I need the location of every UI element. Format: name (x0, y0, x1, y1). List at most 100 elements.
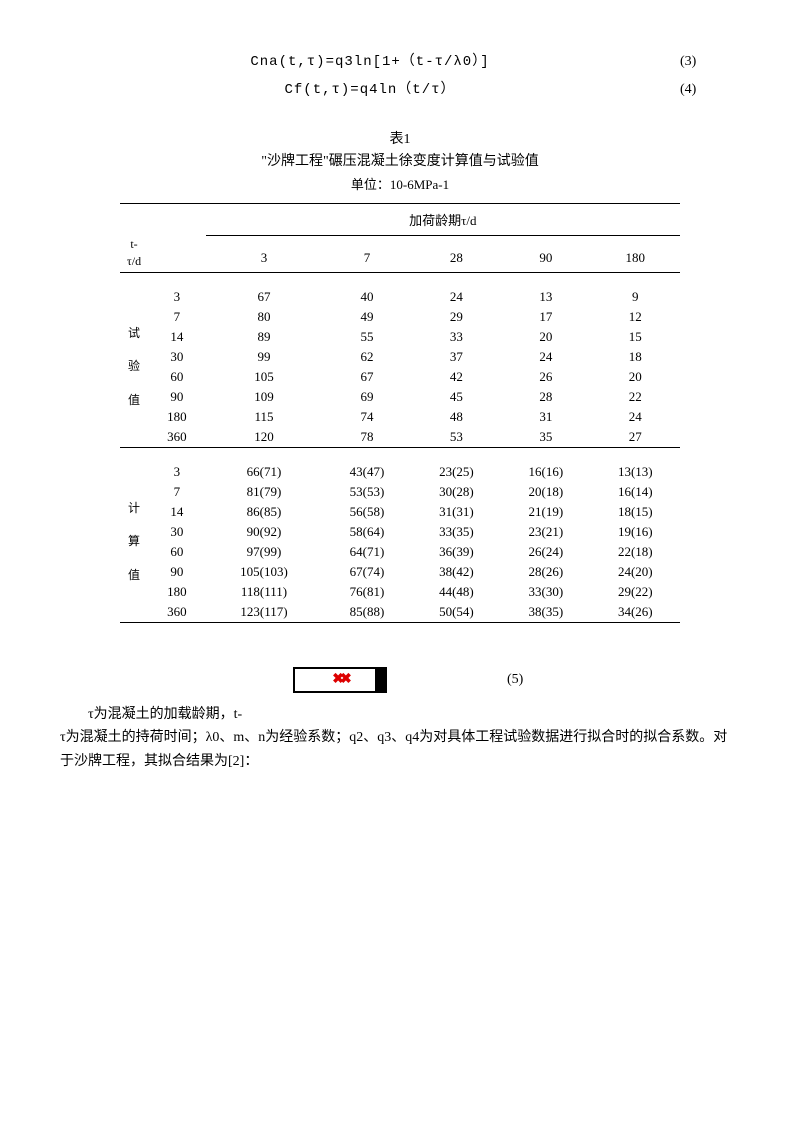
rule-between-groups (120, 447, 680, 462)
g2-t-7: 360 (148, 602, 206, 623)
g2-r7c0: 123(117) (206, 602, 323, 623)
g1-r1c0: 80 (206, 307, 323, 327)
g1-r0c4: 9 (591, 287, 680, 307)
g2-r1c1: 53(53) (322, 482, 411, 502)
g1-r7c3: 35 (501, 427, 590, 448)
g1-t-0: 3 (148, 287, 206, 307)
g1-r1c4: 12 (591, 307, 680, 327)
g2-r0c3: 16(16) (501, 462, 590, 482)
group1-char-2: 值 (128, 393, 140, 407)
equation-4-row: Cf(t,τ)=q4ln（t/τ） (4) (60, 78, 740, 98)
group2-char-2: 值 (128, 568, 140, 582)
g1-r7c1: 78 (322, 427, 411, 448)
g2-r2c1: 56(58) (322, 502, 411, 522)
g2-r6c3: 33(30) (501, 582, 590, 602)
g1-r5c1: 69 (322, 387, 411, 407)
g2-t-3: 30 (148, 522, 206, 542)
equation-3-row: Cna(t,τ)=q3ln[1+（t-τ/λ0）] (3) (60, 50, 740, 70)
g2-r5c1: 67(74) (322, 562, 411, 582)
g1-t-5: 90 (148, 387, 206, 407)
g1-r2c0: 89 (206, 327, 323, 347)
broken-image-border (375, 669, 385, 691)
table-title-block: 表1 "沙牌工程"碾压混凝土徐变度计算值与试验值 (60, 128, 740, 170)
g1-r7c0: 120 (206, 427, 323, 448)
g2-r4c3: 26(24) (501, 542, 590, 562)
g2-r6c2: 44(48) (412, 582, 501, 602)
equation-5-row: ✖✖ (5) (60, 667, 740, 693)
g2-r3c0: 90(92) (206, 522, 323, 542)
equation-3-formula: Cna(t,τ)=q3ln[1+（t-τ/λ0）] (60, 50, 680, 70)
g2-r7c3: 38(35) (501, 602, 590, 623)
g1-r4c2: 42 (412, 367, 501, 387)
g1-r7c2: 53 (412, 427, 501, 448)
rule-above-group1 (120, 272, 680, 287)
g2-r3c2: 33(35) (412, 522, 501, 542)
g1-r0c1: 40 (322, 287, 411, 307)
g1-r1c3: 17 (501, 307, 590, 327)
g1-r5c0: 109 (206, 387, 323, 407)
g1-r4c4: 20 (591, 367, 680, 387)
tau-col-180: 180 (591, 244, 680, 272)
g2-r7c1: 85(88) (322, 602, 411, 623)
para-line-2: τ为混凝土的持荷时间；λ0、m、n为经验系数；q2、q3、q4为对具体工程试验数… (60, 726, 740, 774)
equation-5-number: (5) (507, 672, 627, 688)
g2-r4c2: 36(39) (412, 542, 501, 562)
g2-r5c4: 24(20) (591, 562, 680, 582)
g1-r4c3: 26 (501, 367, 590, 387)
g2-r2c4: 18(15) (591, 502, 680, 522)
g1-r0c3: 13 (501, 287, 590, 307)
g1-r2c4: 15 (591, 327, 680, 347)
g2-r5c3: 28(26) (501, 562, 590, 582)
header-gap (206, 236, 680, 245)
g2-r7c4: 34(26) (591, 602, 680, 623)
g2-t-0: 3 (148, 462, 206, 482)
g1-r1c2: 29 (412, 307, 501, 327)
g2-r1c0: 81(79) (206, 482, 323, 502)
g1-r3c2: 37 (412, 347, 501, 367)
g1-r6c1: 74 (322, 407, 411, 427)
g2-r4c4: 22(18) (591, 542, 680, 562)
g2-r0c2: 23(25) (412, 462, 501, 482)
g1-r2c1: 55 (322, 327, 411, 347)
g2-r0c0: 66(71) (206, 462, 323, 482)
group2-char-1: 算 (128, 534, 140, 548)
g2-r0c1: 43(47) (322, 462, 411, 482)
g2-t-6: 180 (148, 582, 206, 602)
g2-r7c2: 50(54) (412, 602, 501, 623)
tau-col-28: 28 (412, 244, 501, 272)
broken-image-icon: ✖✖ (293, 667, 387, 693)
g2-r2c2: 31(31) (412, 502, 501, 522)
equation-4-number: (4) (680, 82, 740, 98)
tau-col-7: 7 (322, 244, 411, 272)
tau-col-90: 90 (501, 244, 590, 272)
group2-char-0: 计 (128, 501, 140, 515)
g1-r3c4: 18 (591, 347, 680, 367)
g1-t-6: 180 (148, 407, 206, 427)
g2-r6c1: 76(81) (322, 582, 411, 602)
g1-r6c2: 48 (412, 407, 501, 427)
g2-t-5: 90 (148, 562, 206, 582)
g1-t-4: 60 (148, 367, 206, 387)
g2-r4c0: 97(99) (206, 542, 323, 562)
body-paragraph: τ为混凝土的加载龄期，t- τ为混凝土的持荷时间；λ0、m、n为经验系数；q2、… (60, 703, 740, 774)
para-line-1: τ为混凝土的加载龄期，t- (60, 703, 740, 727)
g1-r6c3: 31 (501, 407, 590, 427)
row-header-label: t-τ/d (124, 206, 144, 270)
t-col-spacer (148, 204, 206, 273)
table-unit: 单位：10-6MPa-1 (60, 174, 740, 193)
equation-4-formula: Cf(t,τ)=q4ln（t/τ） (60, 78, 680, 98)
g1-r7c4: 27 (591, 427, 680, 448)
g2-r5c0: 105(103) (206, 562, 323, 582)
g1-r3c1: 62 (322, 347, 411, 367)
g1-r0c2: 24 (412, 287, 501, 307)
group2-label: 计 算 值 (120, 462, 148, 623)
g2-r6c0: 118(111) (206, 582, 323, 602)
g1-t-7: 360 (148, 427, 206, 448)
data-table: t-τ/d 加荷龄期τ/d 3 7 28 90 180 试 验 值 3 67 4… (120, 203, 680, 627)
group1-char-1: 验 (128, 359, 140, 373)
g2-r1c3: 20(18) (501, 482, 590, 502)
col-header: 加荷龄期τ/d (206, 204, 680, 236)
equation-3-number: (3) (680, 54, 740, 70)
g2-t-2: 14 (148, 502, 206, 522)
g1-r0c0: 67 (206, 287, 323, 307)
